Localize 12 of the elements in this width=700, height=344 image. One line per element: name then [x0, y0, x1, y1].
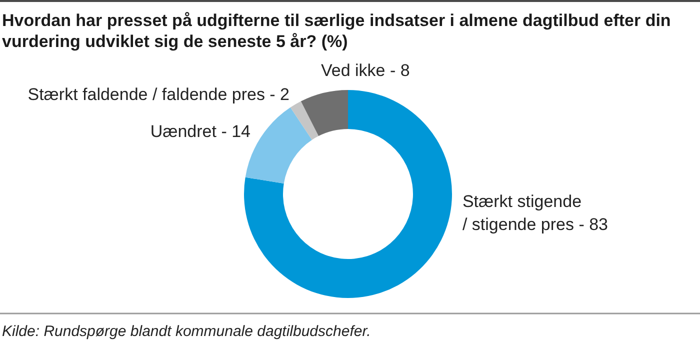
data-label: 8 — [400, 60, 410, 80]
donut-slice — [290, 101, 319, 140]
data-label: 14 — [232, 122, 251, 142]
slice-label: Stærkt stigende / stigende pres - — [462, 192, 584, 234]
chart-title: Hvordan har presset på udgifterne til særlige indsatser i almene dagtilbud efter din vurdering udviklet sig de seneste 5 år? (%) — [2, 11, 671, 51]
donut-slice — [300, 90, 348, 136]
slice-label: Ved ikke - — [321, 60, 396, 80]
slice-label: Uændret - — [150, 122, 227, 142]
data-label: 83 — [589, 215, 608, 234]
data-label: 2 — [280, 84, 290, 104]
text: Kilde: Rundspørge blandt kommunale dagtilbudschefer. — [2, 323, 371, 340]
slice-label: Stærkt faldende / faldende pres - — [28, 84, 276, 104]
